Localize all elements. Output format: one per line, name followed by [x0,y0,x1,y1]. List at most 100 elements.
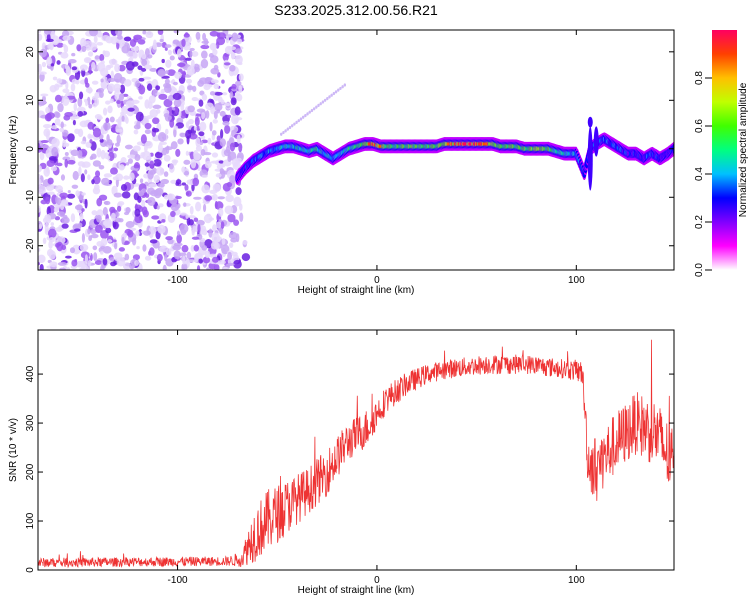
noise-blob [127,107,135,112]
noise-blob [64,151,69,156]
noise-blob [167,69,176,76]
noise-blob [92,175,101,185]
noise-blob [148,183,158,188]
noise-blob [38,33,43,41]
noise-blob [60,121,64,129]
noise-blob [113,83,121,93]
noise-blob [174,105,179,115]
noise-blob [153,174,160,183]
noise-blob [123,175,130,180]
noise-blob [180,103,185,112]
noise-blob [106,139,113,146]
noise-blob [107,239,113,243]
noise-blob [155,187,164,196]
noise-blob [93,35,98,44]
noise-blob [157,143,163,153]
noise-blob [77,97,83,108]
noise-blob [199,135,206,140]
noise-blob [160,178,170,185]
noise-blob [137,39,146,45]
noise-blob [169,55,175,61]
noise-blob [164,254,168,262]
noise-blob [40,93,49,97]
noise-blob [75,78,80,85]
noise-blob [161,218,166,223]
noise-blob [163,113,170,118]
noise-blob [189,205,194,215]
noise-blob [175,181,180,186]
noise-blob [178,110,182,118]
noise-blob [110,212,116,222]
noise-blob [149,239,158,244]
snr-y-tick-label: 0 [25,567,36,573]
noise-blob [117,35,123,40]
noise-blob [133,124,141,130]
noise-blob [107,105,113,114]
noise-blob [168,163,174,170]
heatmap-x-tick-label: -100 [168,275,188,286]
noise-blob [224,124,231,135]
noise-blob [70,213,76,223]
noise-blob [205,102,214,111]
noise-blob [41,42,47,51]
faint-streak [326,97,329,101]
noise-blob [147,54,153,59]
noise-blob [236,93,243,102]
noise-blob [165,59,172,68]
noise-blob [215,221,221,229]
noise-blob [49,42,54,51]
noise-blob [56,241,64,252]
noise-blob [201,174,208,178]
noise-blob [162,264,167,270]
noise-blob [60,204,65,211]
noise-blob [66,193,76,199]
noise-blob [109,257,115,262]
noise-blob [212,183,221,192]
noise-blob [125,162,130,166]
noise-blob [183,159,191,165]
noise-blob [85,141,92,148]
noise-blob [211,130,217,136]
noise-blob [209,55,219,64]
noise-blob [45,106,50,114]
noise-blob [50,222,55,226]
noise-blob [39,223,43,230]
faint-streak [306,112,309,116]
noise-blob [200,50,208,59]
faint-streak [286,127,290,131]
noise-blob [167,193,176,201]
noise-blob [79,120,89,128]
snr-frame [37,329,675,571]
noise-blob [152,117,160,125]
noise-blob [47,191,55,196]
noise-blob [201,93,208,101]
noise-blob [185,121,190,129]
noise-blob [106,155,111,160]
noise-blob [101,177,110,186]
faint-streak [291,124,294,128]
noise-blob [179,212,187,216]
heatmap-y-label: Frequency (Hz) [8,116,19,185]
noise-blob [125,100,135,108]
colorbar: 0.0 0.2 0.4 0.6 0.8 Normalized spectral ampl… [694,30,749,277]
faint-streak [315,105,318,109]
noise-blob [177,138,184,145]
noise-blob [70,83,76,92]
heatmap-x-tick-label: 100 [568,275,585,286]
snr-y-label: SNR (10 * v/v) [8,418,19,482]
noise-blob [164,44,172,48]
noise-blob [132,51,138,59]
noise-blob [69,247,76,254]
noise-blob [190,112,197,116]
colorbar-label: Normalized spectral amplitude [738,82,749,217]
noise-blob [212,48,218,56]
noise-blob [135,111,144,122]
noise-blob [216,32,226,40]
noise-blob [153,159,162,167]
noise-blob [71,184,79,189]
noise-blob [216,109,221,114]
noise-blob [134,260,140,267]
noise-blob [50,30,56,39]
noise-blob [121,115,125,122]
noise-blob [148,95,156,104]
